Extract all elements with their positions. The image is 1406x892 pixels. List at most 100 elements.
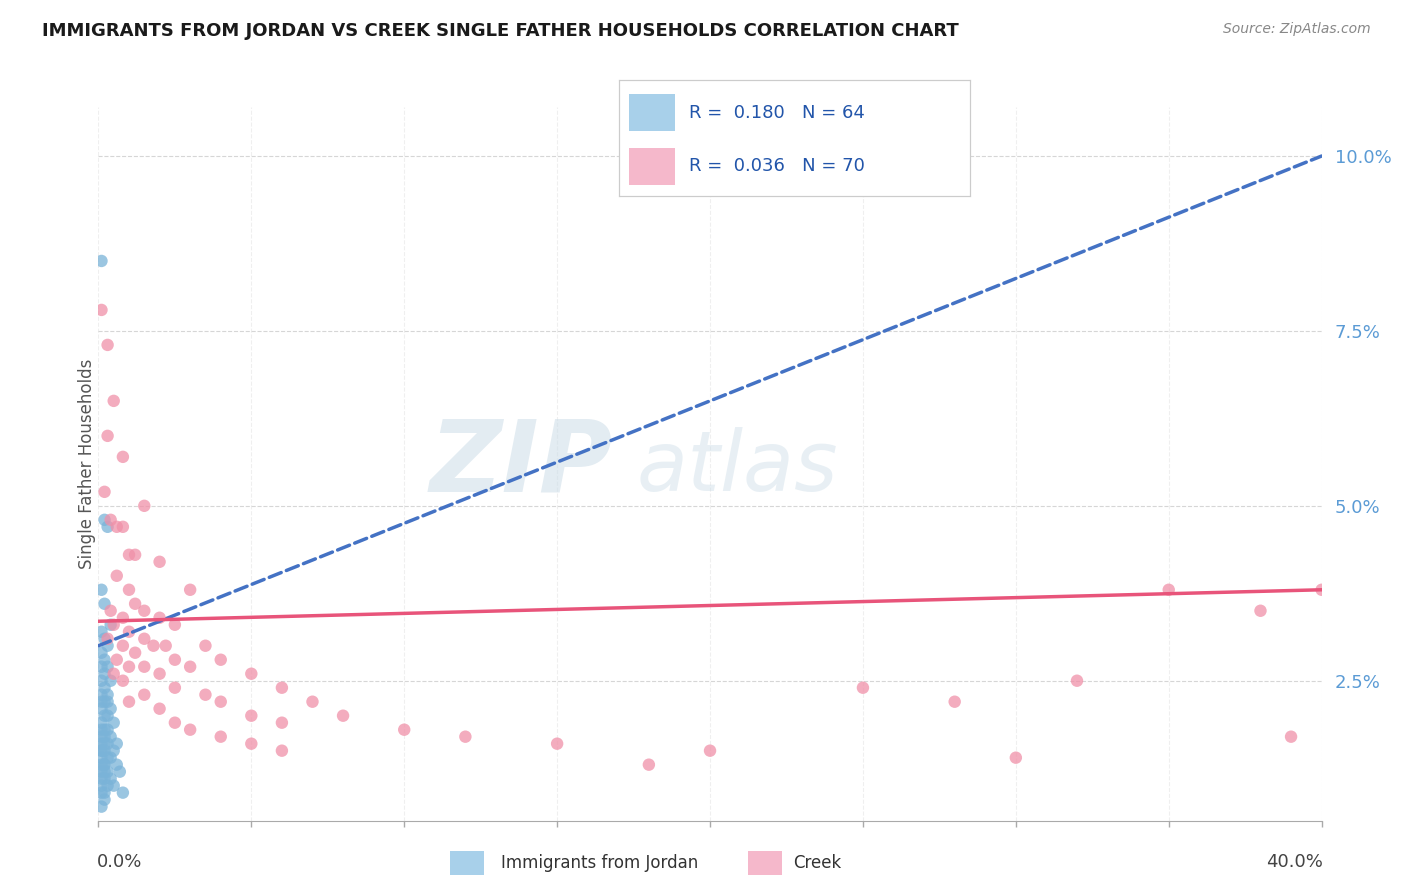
Text: R =  0.036   N = 70: R = 0.036 N = 70	[689, 157, 865, 175]
Point	[134, 632, 156, 646]
Point	[100, 730, 122, 744]
Point	[134, 499, 156, 513]
Point	[149, 702, 172, 716]
Point	[90, 302, 112, 317]
Point	[90, 730, 112, 744]
Point	[155, 639, 177, 653]
Point	[105, 568, 128, 582]
Point	[93, 772, 115, 786]
Point	[105, 757, 128, 772]
Point	[93, 723, 115, 737]
Point	[1157, 582, 1180, 597]
Point	[111, 639, 134, 653]
Point	[93, 597, 115, 611]
FancyBboxPatch shape	[630, 95, 675, 131]
Point	[111, 520, 134, 534]
Point	[100, 750, 122, 764]
Point	[97, 723, 120, 737]
Point	[93, 695, 115, 709]
Point	[90, 744, 112, 758]
Point	[100, 513, 122, 527]
Point	[90, 673, 112, 688]
Point	[1310, 582, 1333, 597]
Point	[163, 715, 186, 730]
Point	[392, 723, 416, 737]
Point	[699, 744, 721, 758]
Text: R =  0.180   N = 64: R = 0.180 N = 64	[689, 103, 865, 121]
Text: IMMIGRANTS FROM JORDAN VS CREEK SINGLE FATHER HOUSEHOLDS CORRELATION CHART: IMMIGRANTS FROM JORDAN VS CREEK SINGLE F…	[42, 22, 959, 40]
Text: 40.0%: 40.0%	[1265, 853, 1323, 871]
Point	[1004, 750, 1026, 764]
Point	[90, 779, 112, 793]
Point	[90, 744, 112, 758]
FancyBboxPatch shape	[748, 851, 782, 875]
Point	[93, 764, 115, 779]
Point	[124, 646, 146, 660]
Point	[100, 617, 122, 632]
Point	[100, 604, 122, 618]
Point	[97, 708, 120, 723]
Point	[332, 708, 354, 723]
Point	[118, 548, 141, 562]
Point	[97, 688, 120, 702]
Point	[93, 708, 115, 723]
Point	[100, 702, 122, 716]
Text: ZIP: ZIP	[429, 416, 612, 512]
Point	[97, 764, 120, 779]
Point	[93, 653, 115, 667]
Point	[90, 764, 112, 779]
Point	[852, 681, 875, 695]
Point	[93, 730, 115, 744]
Point	[90, 757, 112, 772]
Point	[103, 779, 125, 793]
Point	[209, 653, 232, 667]
Point	[90, 695, 112, 709]
Point	[103, 715, 125, 730]
Point	[118, 659, 141, 673]
Point	[149, 666, 172, 681]
Point	[90, 702, 112, 716]
Point	[97, 520, 120, 534]
Point	[240, 666, 263, 681]
Point	[103, 617, 125, 632]
Point	[1279, 730, 1302, 744]
Point	[93, 666, 115, 681]
Point	[111, 611, 134, 625]
Point	[97, 750, 120, 764]
Text: Creek: Creek	[793, 854, 841, 872]
Point	[97, 338, 120, 352]
Point	[124, 548, 146, 562]
Y-axis label: Single Father Households: Single Father Households	[79, 359, 96, 569]
Point	[118, 582, 141, 597]
Point	[93, 737, 115, 751]
Point	[103, 666, 125, 681]
Point	[194, 688, 217, 702]
Point	[454, 730, 477, 744]
Point	[93, 757, 115, 772]
Point	[90, 737, 112, 751]
Point	[90, 799, 112, 814]
Text: Immigrants from Jordan: Immigrants from Jordan	[501, 854, 697, 872]
Point	[93, 681, 115, 695]
Point	[90, 723, 112, 737]
Point	[194, 639, 217, 653]
Point	[209, 730, 232, 744]
Point	[90, 715, 112, 730]
Point	[93, 513, 115, 527]
Point	[97, 639, 120, 653]
Point	[90, 582, 112, 597]
Point	[93, 484, 115, 499]
Text: atlas: atlas	[637, 427, 838, 508]
Point	[111, 673, 134, 688]
Point	[163, 653, 186, 667]
Point	[105, 737, 128, 751]
Point	[103, 744, 125, 758]
Point	[149, 611, 172, 625]
Point	[240, 708, 263, 723]
Point	[270, 681, 292, 695]
Point	[546, 737, 568, 751]
Point	[90, 772, 112, 786]
Point	[111, 450, 134, 464]
Point	[163, 681, 186, 695]
Point	[90, 786, 112, 800]
